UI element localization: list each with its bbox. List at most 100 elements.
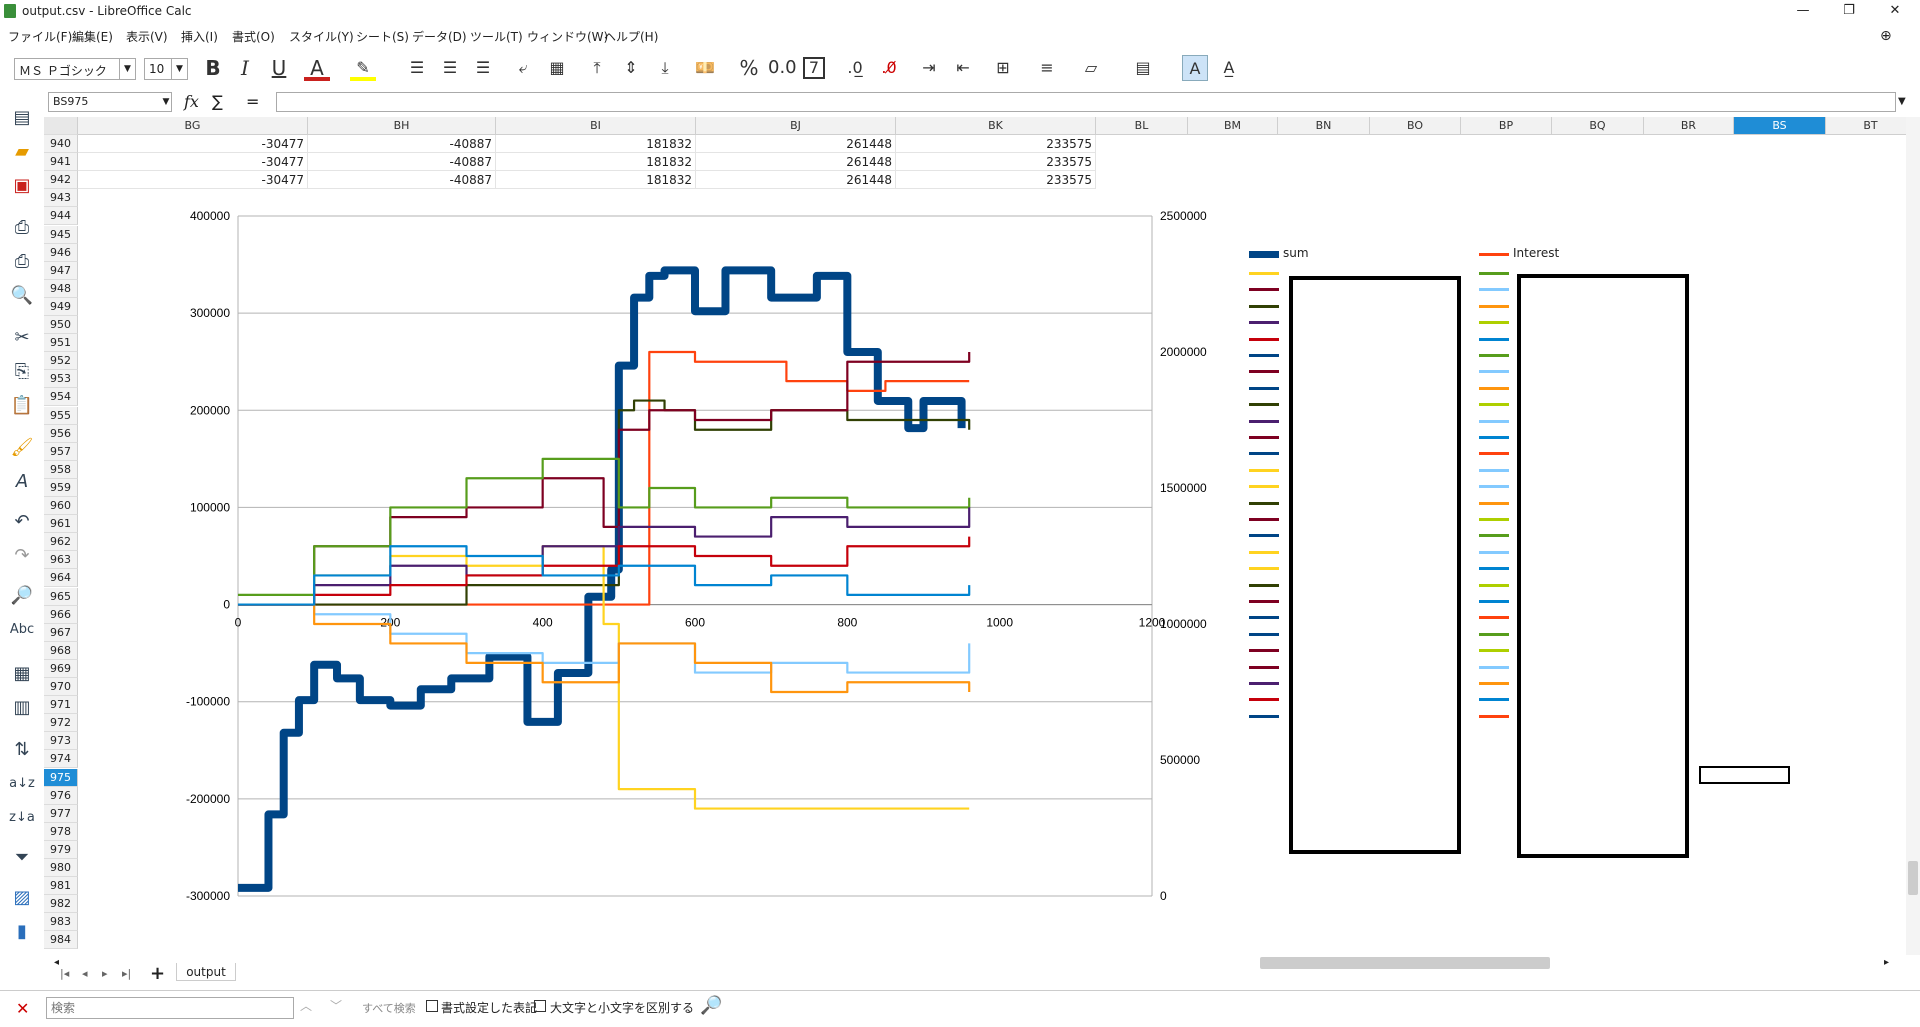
sort-ascending-icon[interactable]: a↓z — [9, 776, 35, 791]
clone-format-icon[interactable]: 🖌 — [10, 437, 34, 458]
row-header[interactable]: 943 — [44, 189, 78, 208]
row-header[interactable]: 968 — [44, 641, 78, 660]
copy-icon[interactable]: ⎘ — [14, 361, 30, 382]
column-header[interactable]: BJ — [696, 117, 896, 135]
row-header[interactable]: 949 — [44, 297, 78, 316]
row-header[interactable]: 948 — [44, 279, 78, 298]
close-find-icon[interactable]: ✕ — [16, 999, 30, 1018]
find-input[interactable] — [46, 997, 294, 1019]
chevron-down-icon[interactable]: ▼ — [119, 59, 135, 79]
align-right-icon[interactable]: ☰ — [475, 58, 491, 77]
cell[interactable]: 233575 — [896, 153, 1096, 172]
first-sheet-icon[interactable]: |◂ — [60, 967, 70, 980]
undo-icon[interactable]: ↶ — [14, 511, 30, 532]
borders-icon[interactable]: ⊞ — [996, 58, 1010, 77]
percent-format-icon[interactable]: % — [739, 56, 759, 80]
merge-cells-icon[interactable]: ▦ — [549, 58, 565, 77]
font-size-combo[interactable]: 10 ▼ — [144, 58, 188, 80]
redo-icon[interactable]: ↷ — [14, 545, 30, 566]
row-header[interactable]: 947 — [44, 261, 78, 280]
column-header[interactable]: BL — [1096, 117, 1188, 135]
cell[interactable]: -30477 — [78, 135, 308, 153]
row-header[interactable]: 945 — [44, 225, 78, 244]
sort-descending-icon[interactable]: z↓a — [9, 810, 35, 825]
print-icon[interactable]: ⎙ — [14, 251, 30, 272]
align-top-icon[interactable]: ⤒ — [593, 58, 601, 77]
column-header[interactable]: BK — [896, 117, 1096, 135]
column-header[interactable]: BG — [78, 117, 308, 135]
clear-format-icon[interactable]: A — [15, 471, 29, 492]
column-header[interactable]: BI — [496, 117, 696, 135]
maximize-button[interactable]: ❐ — [1843, 3, 1855, 18]
chevron-down-icon[interactable]: ▼ — [162, 97, 170, 107]
conditional-format-icon[interactable]: ▤ — [1135, 58, 1151, 77]
row-header[interactable]: 978 — [44, 822, 78, 841]
row-header[interactable]: 940 — [44, 135, 78, 153]
scroll-left-icon[interactable]: ◂ — [54, 957, 60, 968]
spelling-icon[interactable]: Abc — [9, 622, 35, 637]
sort-icon[interactable]: ⇅ — [14, 739, 30, 760]
menu-insert[interactable]: 挿入(I) — [181, 30, 218, 44]
row-header[interactable]: 970 — [44, 678, 78, 696]
row-header[interactable]: 971 — [44, 696, 78, 715]
row-header[interactable]: 966 — [44, 605, 78, 624]
vertical-scrollbar[interactable] — [1906, 117, 1920, 955]
highlight-color-button[interactable]: ✎ — [350, 55, 376, 81]
row-header[interactable]: 963 — [44, 551, 78, 570]
column-header[interactable]: BO — [1370, 117, 1461, 135]
row-header[interactable]: 942 — [44, 171, 78, 190]
decrease-indent-icon[interactable]: ⇤ — [956, 58, 970, 77]
select-all-corner[interactable] — [44, 117, 78, 135]
spreadsheet-grid[interactable]: BG BH BI BJ BK BL BM BN BO BP BQ BR BS BT 940 941 942 94… — [44, 117, 1920, 957]
cell[interactable]: -40887 — [308, 171, 496, 190]
row-header[interactable]: 976 — [44, 786, 78, 805]
export-pdf-icon[interactable]: ⎙ — [14, 217, 30, 238]
cell[interactable]: 233575 — [896, 171, 1096, 190]
cut-icon[interactable]: ✂ — [14, 327, 30, 348]
align-bottom-icon[interactable]: ⤓ — [661, 58, 669, 77]
print-preview-icon[interactable]: 🔍 — [10, 285, 34, 306]
row-header[interactable]: 954 — [44, 388, 78, 407]
row-header[interactable]: 961 — [44, 515, 78, 534]
paste-icon[interactable]: 📋 — [10, 395, 34, 416]
close-button[interactable]: ✕ — [1889, 3, 1901, 18]
vertical-scrollbar-thumb[interactable] — [1908, 861, 1918, 895]
row-header[interactable]: 962 — [44, 533, 78, 552]
image-icon[interactable]: ▨ — [13, 887, 31, 908]
menu-styles[interactable]: スタイル(Y) — [289, 30, 354, 44]
formula-input[interactable] — [276, 92, 1896, 112]
line-chart[interactable]: 4000003000002000001000000-100000-200000-… — [152, 198, 1710, 918]
menu-sheet[interactable]: シート(S) — [356, 30, 409, 44]
delete-decimal-icon[interactable]: .0̸ — [881, 58, 897, 77]
wrap-text-icon[interactable]: ⤶ — [518, 58, 528, 77]
column-icon[interactable]: ▥ — [13, 697, 31, 718]
row-header[interactable]: 955 — [44, 406, 78, 425]
menu-tools[interactable]: ツール(T) — [470, 30, 523, 44]
chart-object[interactable]: 400000 300000 200000 100000 0 -100000 -200000-… — [152, 198, 1710, 918]
column-header[interactable]: BR — [1644, 117, 1734, 135]
row-header[interactable]: 950 — [44, 316, 78, 334]
number-format-icon[interactable]: 0.0 — [768, 57, 797, 78]
row-header[interactable]: 973 — [44, 732, 78, 751]
align-left-icon[interactable]: ☰ — [409, 58, 425, 77]
cell[interactable]: 181832 — [496, 171, 696, 190]
cell[interactable]: 233575 — [896, 135, 1096, 153]
find-next-icon[interactable]: ﹀ — [330, 999, 343, 1013]
new-document-icon[interactable]: ▤ — [13, 107, 31, 128]
date-format-icon[interactable]: 7 — [803, 57, 825, 79]
selected-cell-cursor[interactable] — [1699, 766, 1790, 784]
align-middle-icon[interactable]: ⇕ — [624, 58, 638, 77]
column-header[interactable]: BH — [308, 117, 496, 135]
row-header[interactable]: 984 — [44, 931, 78, 950]
row-header[interactable]: 956 — [44, 424, 78, 443]
find-previous-icon[interactable]: ︿ — [300, 999, 313, 1013]
row-header[interactable]: 977 — [44, 804, 78, 823]
column-header[interactable]: BS — [1734, 117, 1826, 135]
row-header[interactable]: 958 — [44, 460, 78, 479]
row-header[interactable]: 941 — [44, 153, 78, 172]
menu-window[interactable]: ウィンドウ(W) — [527, 30, 609, 44]
font-color-button[interactable]: A — [304, 55, 330, 81]
find-replace-icon[interactable]: 🔎 — [10, 585, 34, 606]
cell[interactable]: 261448 — [696, 135, 896, 153]
cell[interactable]: 261448 — [696, 153, 896, 172]
